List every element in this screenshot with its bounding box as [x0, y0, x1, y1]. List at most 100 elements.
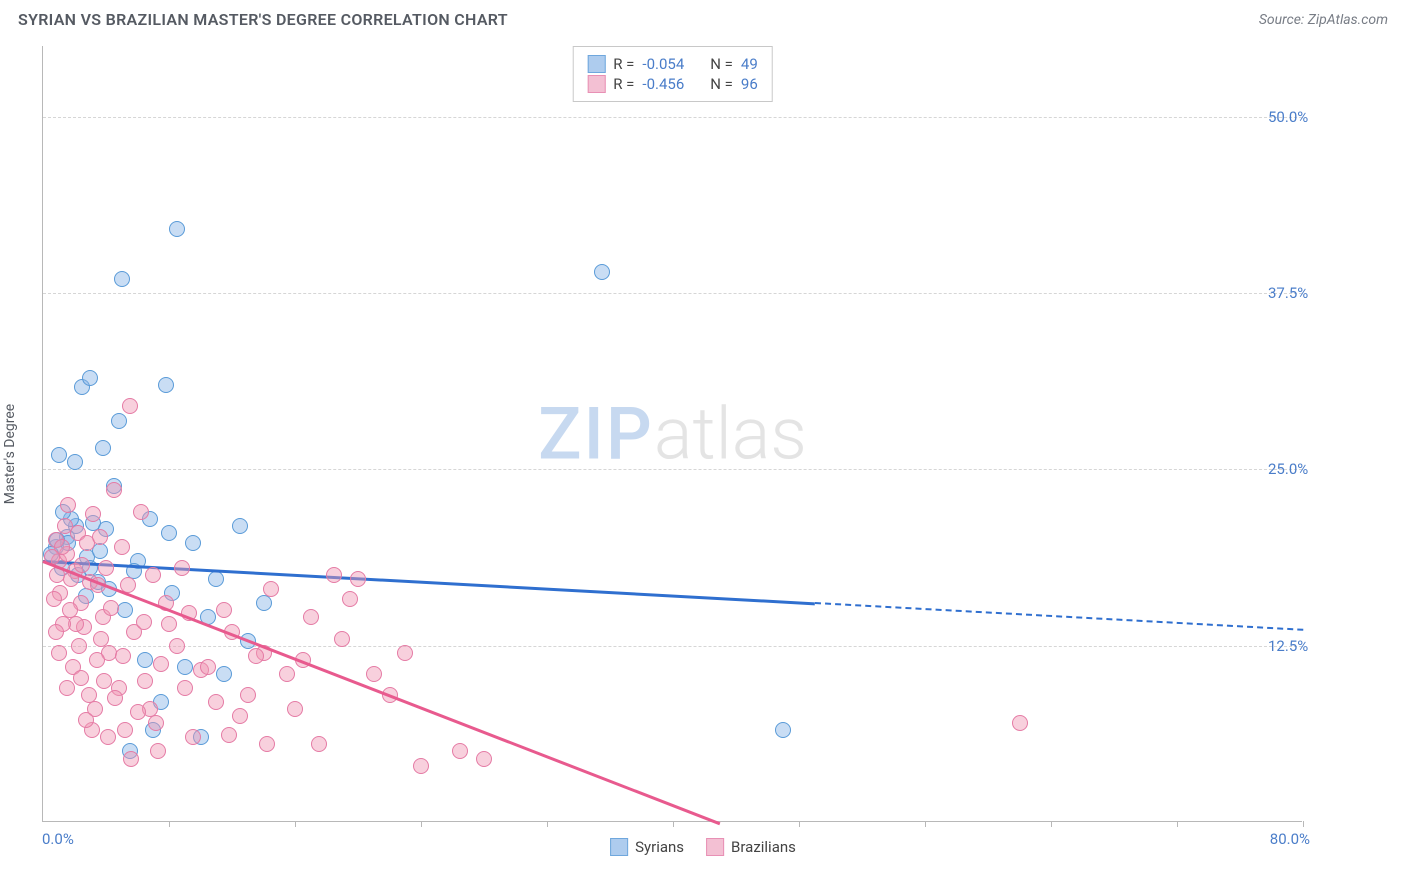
data-point	[216, 666, 232, 682]
data-point	[71, 638, 87, 654]
stat-key: R =	[613, 55, 634, 73]
plot-region: ZIPatlas R = -0.054 N = 49 R = -0.456 N = 96	[42, 46, 1302, 822]
data-point	[413, 758, 429, 774]
data-point	[137, 652, 153, 668]
data-point	[342, 591, 358, 607]
stat-key: R =	[613, 75, 634, 93]
data-point	[98, 560, 114, 576]
data-point	[1012, 715, 1028, 731]
data-point	[57, 518, 73, 534]
gridline	[43, 646, 1302, 647]
chart-area: ZIPatlas R = -0.054 N = 49 R = -0.456 N = 96	[42, 46, 1302, 822]
x-tick	[799, 821, 800, 827]
data-point	[476, 751, 492, 767]
data-point	[117, 722, 133, 738]
data-point	[259, 736, 275, 752]
data-point	[74, 557, 90, 573]
bottom-legend: Syrians Brazilians	[610, 838, 796, 856]
gridline	[43, 117, 1302, 118]
data-point	[114, 539, 130, 555]
data-point	[161, 525, 177, 541]
stats-row: R = -0.456 N = 96	[587, 75, 758, 93]
data-point	[148, 715, 164, 731]
stat-r-value: -0.456	[642, 75, 684, 93]
x-tick	[925, 821, 926, 827]
data-point	[93, 631, 109, 647]
data-point	[158, 377, 174, 393]
data-point	[103, 600, 119, 616]
stat-key: N =	[710, 55, 733, 73]
data-point	[397, 645, 413, 661]
watermark: ZIPatlas	[538, 391, 807, 476]
data-point	[106, 482, 122, 498]
data-point	[232, 518, 248, 534]
data-point	[117, 602, 133, 618]
data-point	[85, 506, 101, 522]
data-point	[107, 690, 123, 706]
data-point	[177, 659, 193, 675]
stat-n-value: 96	[741, 75, 758, 93]
chart-title: SYRIAN VS BRAZILIAN MASTER'S DEGREE CORR…	[18, 10, 508, 29]
data-point	[185, 729, 201, 745]
data-point	[594, 264, 610, 280]
legend-item: Brazilians	[706, 838, 796, 856]
data-point	[350, 571, 366, 587]
data-point	[46, 591, 62, 607]
source-attribution: Source: ZipAtlas.com	[1259, 12, 1388, 28]
data-point	[200, 659, 216, 675]
data-point	[240, 687, 256, 703]
data-point	[78, 712, 94, 728]
legend-label: Syrians	[635, 838, 684, 856]
data-point	[177, 680, 193, 696]
data-point	[114, 271, 130, 287]
data-point	[161, 616, 177, 632]
data-point	[153, 656, 169, 672]
data-point	[452, 743, 468, 759]
data-point	[51, 645, 67, 661]
data-point	[92, 529, 108, 545]
data-point	[185, 535, 201, 551]
data-point	[136, 614, 152, 630]
x-tick	[673, 821, 674, 827]
data-point	[133, 504, 149, 520]
data-point	[366, 666, 382, 682]
data-point	[150, 743, 166, 759]
data-point	[221, 727, 237, 743]
gridline	[43, 293, 1302, 294]
data-point	[89, 652, 105, 668]
data-point	[130, 704, 146, 720]
x-tick	[547, 821, 548, 827]
data-point	[311, 736, 327, 752]
series-swatch	[587, 75, 605, 93]
stat-n-value: 49	[741, 55, 758, 73]
data-point	[122, 398, 138, 414]
data-point	[303, 609, 319, 625]
data-point	[287, 701, 303, 717]
data-point	[216, 602, 232, 618]
data-point	[256, 595, 272, 611]
legend-label: Brazilians	[731, 838, 796, 856]
data-point	[73, 670, 89, 686]
data-point	[326, 567, 342, 583]
data-point	[51, 447, 67, 463]
x-tick	[169, 821, 170, 827]
y-tick-label: 37.5%	[1268, 284, 1308, 302]
stats-row: R = -0.054 N = 49	[587, 55, 758, 73]
stat-key: N =	[710, 75, 733, 93]
stat-r-value: -0.054	[642, 55, 684, 73]
legend-item: Syrians	[610, 838, 684, 856]
stats-legend-box: R = -0.054 N = 49 R = -0.456 N = 96	[572, 46, 773, 102]
data-point	[115, 648, 131, 664]
data-point	[208, 694, 224, 710]
trend-line	[43, 560, 721, 825]
data-point	[232, 708, 248, 724]
data-point	[67, 454, 83, 470]
data-point	[82, 370, 98, 386]
x-tick	[421, 821, 422, 827]
x-tick	[1051, 821, 1052, 827]
data-point	[145, 567, 161, 583]
x-tick-label: 0.0%	[42, 830, 74, 848]
data-point	[334, 631, 350, 647]
gridline	[43, 469, 1302, 470]
data-point	[59, 680, 75, 696]
